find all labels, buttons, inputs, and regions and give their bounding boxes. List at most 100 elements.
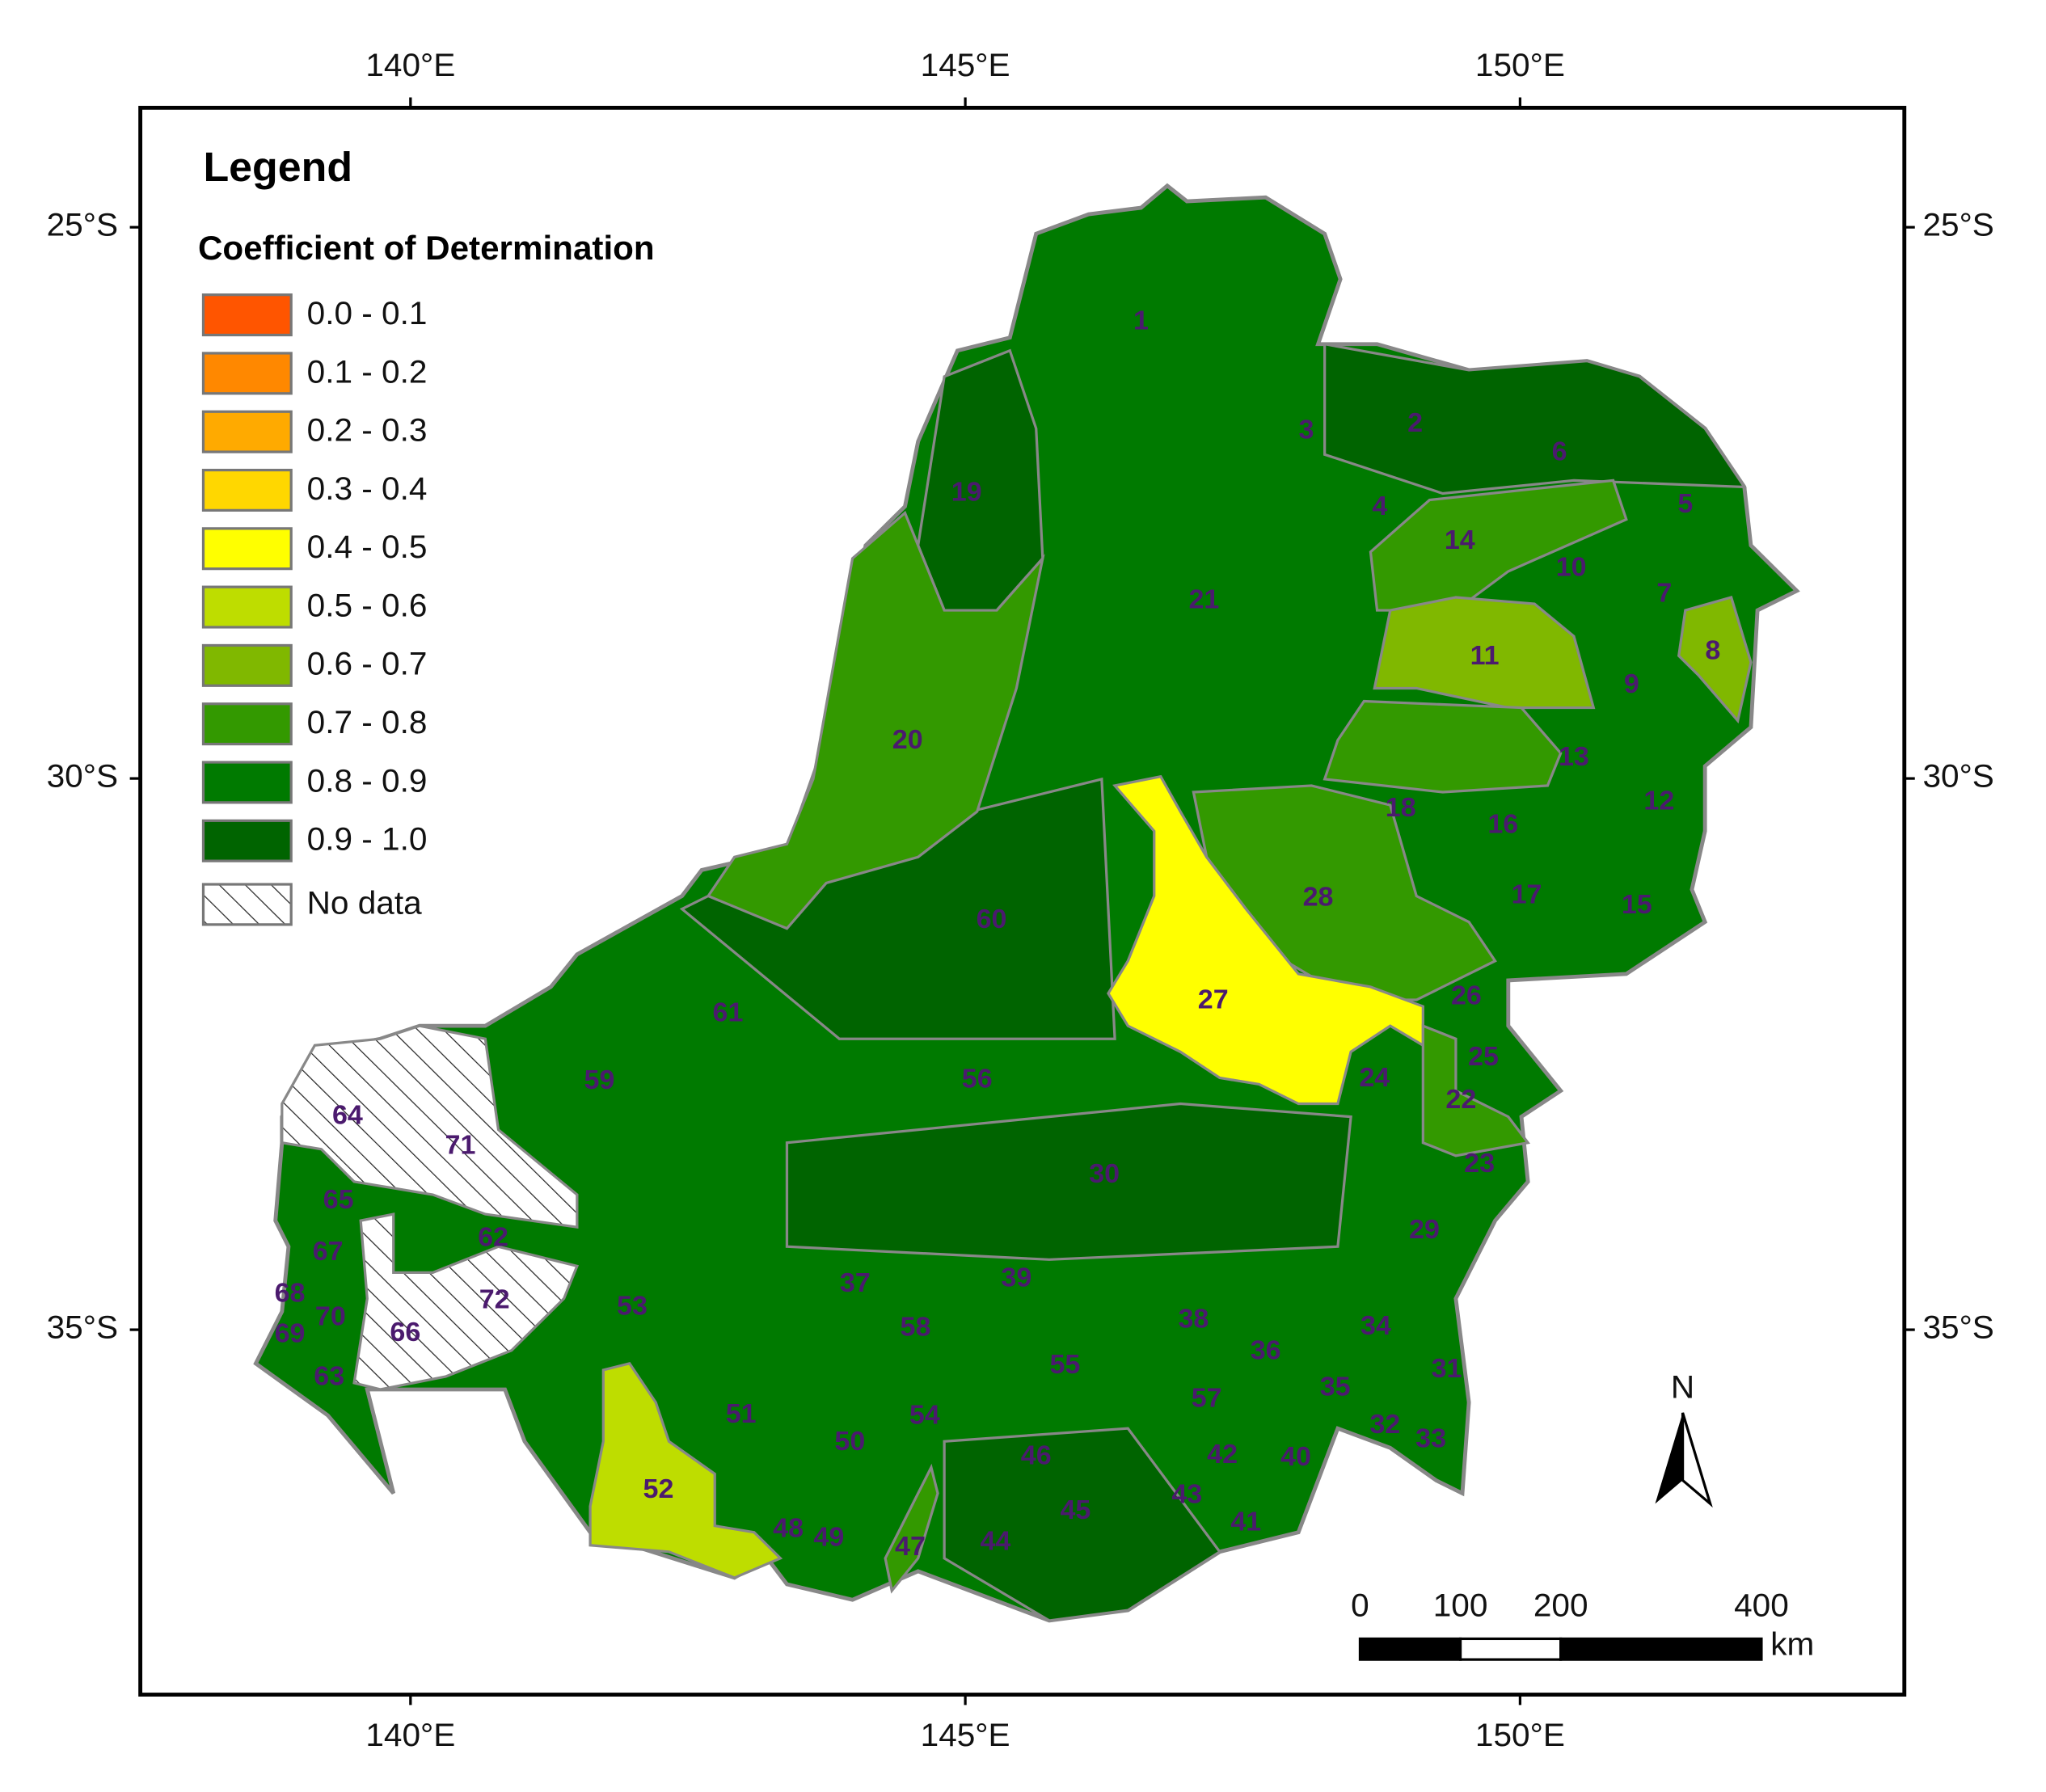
region-label: 18	[1386, 792, 1416, 823]
lon-label: 145°E	[921, 1716, 1010, 1753]
legend-swatch	[201, 883, 293, 926]
lat-label: 30°S	[1922, 757, 1993, 795]
region-label: 17	[1512, 879, 1542, 910]
legend-swatch	[201, 761, 293, 804]
legend-label: 0.8 - 0.9	[307, 762, 428, 799]
legend-label: No data	[307, 884, 423, 921]
lat-label: 25°S	[47, 206, 118, 243]
region-label: 48	[773, 1513, 804, 1544]
lon-label: 150°E	[1475, 46, 1565, 83]
region-label: 10	[1556, 552, 1587, 583]
scale-segment	[1358, 1637, 1462, 1661]
region-shape	[884, 1463, 939, 1594]
legend-label: 0.9 - 1.0	[307, 820, 428, 858]
region-label: 57	[1192, 1383, 1222, 1414]
legend-label: 0.2 - 0.3	[307, 411, 428, 449]
region-label: 43	[1171, 1479, 1202, 1510]
region-label: 38	[1178, 1304, 1209, 1335]
region-label: 20	[892, 724, 923, 755]
region-shape	[1677, 596, 1753, 724]
region-label: 59	[584, 1065, 615, 1095]
region-label: 1	[1133, 305, 1149, 335]
region-shape	[706, 510, 1045, 930]
region-label: 72	[479, 1284, 510, 1315]
north-arrow	[1655, 1412, 1683, 1504]
legend-swatch	[201, 819, 293, 862]
region-label: 2	[1407, 407, 1423, 438]
region-shape	[1107, 774, 1424, 1106]
legend-subtitle: Coefficient of Determination	[198, 229, 655, 267]
region-label: 11	[1470, 640, 1500, 671]
legend-label: 0.7 - 0.8	[307, 703, 428, 740]
region-shape	[1373, 596, 1596, 710]
legend-label: 0.0 - 0.1	[307, 294, 428, 331]
north-label: N	[1671, 1368, 1694, 1406]
region-label: 13	[1559, 741, 1589, 772]
legend-label: 0.1 - 0.2	[307, 352, 428, 390]
region-label: 63	[314, 1361, 344, 1392]
legend-swatch	[201, 410, 293, 453]
region-label: 37	[840, 1267, 871, 1298]
region-label: 70	[315, 1301, 346, 1332]
region-shape	[679, 777, 1116, 1040]
region-label: 68	[275, 1278, 306, 1309]
lon-label: 145°E	[921, 46, 1010, 83]
region-shape	[943, 1427, 1222, 1622]
region-label: 4	[1372, 491, 1387, 521]
region-label: 31	[1432, 1353, 1462, 1384]
lat-label: 30°S	[47, 757, 118, 795]
lon-label: 140°E	[365, 46, 455, 83]
scale-label: 100	[1433, 1587, 1488, 1624]
no-data-shape	[352, 1212, 580, 1391]
scale-segment	[1458, 1637, 1563, 1661]
legend-swatch	[201, 643, 293, 687]
region-label: 44	[980, 1526, 1010, 1557]
region-label: 64	[332, 1100, 363, 1131]
region-label: 26	[1451, 980, 1482, 1011]
region-label: 22	[1445, 1084, 1476, 1115]
region-label: 49	[813, 1522, 844, 1553]
legend-swatch	[201, 352, 293, 395]
region-label: 67	[313, 1236, 344, 1267]
region-label: 41	[1230, 1507, 1261, 1537]
region-label: 42	[1207, 1439, 1238, 1469]
region-label: 7	[1656, 578, 1672, 609]
legend-title: Legend	[203, 143, 352, 190]
region-label: 61	[713, 997, 744, 1028]
region-label: 29	[1409, 1214, 1440, 1245]
region-label: 16	[1487, 809, 1518, 840]
region-label: 33	[1415, 1423, 1446, 1454]
lon-label: 140°E	[365, 1716, 455, 1753]
region-label: 62	[478, 1222, 508, 1253]
no-data-shape	[281, 1024, 579, 1229]
region-label: 5	[1677, 488, 1693, 519]
region-shape	[588, 1362, 783, 1579]
region-label: 47	[895, 1531, 926, 1562]
region-label: 35	[1320, 1371, 1351, 1402]
legend-swatch	[201, 527, 293, 571]
legend-label: 0.4 - 0.5	[307, 528, 428, 565]
region-label: 46	[1021, 1440, 1052, 1471]
scale-label: 200	[1533, 1587, 1588, 1624]
scale-unit: km	[1770, 1625, 1814, 1663]
region-label: 56	[962, 1064, 993, 1094]
region-label: 12	[1643, 786, 1674, 816]
lat-label: 35°S	[1922, 1309, 1993, 1346]
region-label: 27	[1198, 985, 1229, 1015]
scale-label: 400	[1734, 1587, 1789, 1624]
region-label: 52	[643, 1474, 674, 1504]
region-label: 58	[901, 1312, 931, 1343]
legend-label: 0.5 - 0.6	[307, 587, 428, 624]
north-arrow	[1681, 1412, 1713, 1508]
legend-swatch	[201, 468, 293, 512]
region-label: 51	[726, 1398, 757, 1429]
region-label: 8	[1705, 635, 1720, 666]
region-label: 45	[1060, 1495, 1090, 1525]
region-label: 14	[1445, 525, 1475, 555]
legend-swatch	[201, 702, 293, 746]
region-label: 65	[323, 1184, 354, 1215]
region-label: 32	[1369, 1409, 1400, 1440]
